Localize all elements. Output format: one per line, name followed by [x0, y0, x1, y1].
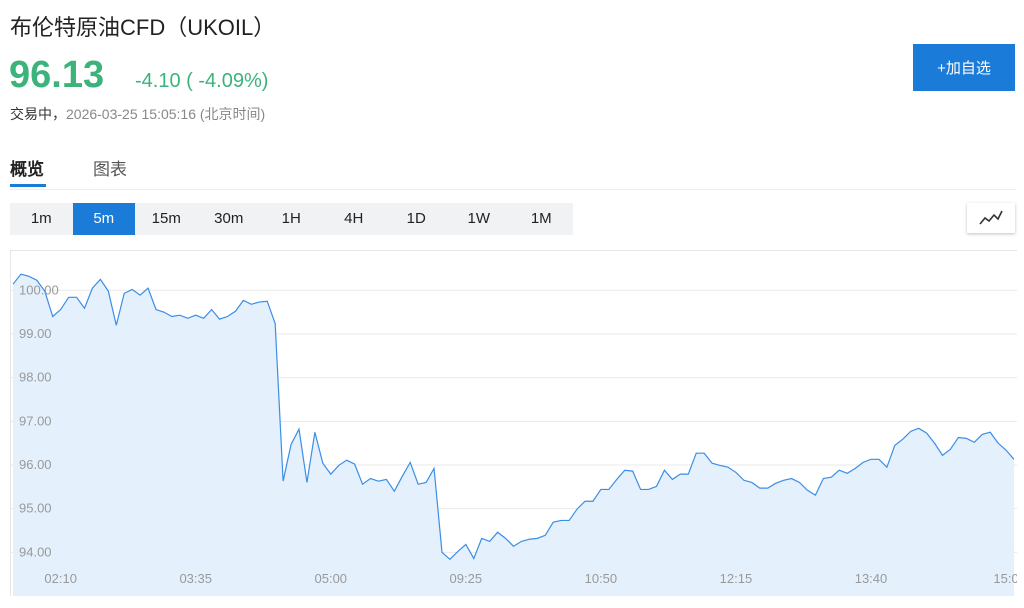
interval-button[interactable]: 5m — [72, 203, 135, 235]
x-tick-label: 13:40 — [855, 571, 888, 586]
tab[interactable]: 概览 — [10, 160, 44, 179]
chart: 94.00 95.00 96.00 97.00 98.00 99.00 100.00 02:1… — [10, 250, 1017, 596]
separator — [10, 189, 1016, 190]
interval-button[interactable]: 1M — [530, 210, 552, 227]
y-tick-label: 94.00 — [19, 544, 52, 559]
timestamp: 2026-03-25 15:05:16 (北京时间) — [66, 106, 266, 122]
price: 96.13 — [9, 54, 105, 96]
y-tick-label: 98.00 — [19, 370, 52, 385]
interval-button[interactable]: 1D — [406, 210, 426, 227]
tab-underline — [10, 184, 46, 187]
x-tick-label: 02:10 — [44, 571, 77, 586]
x-tick-label: 15:0 — [993, 571, 1017, 586]
interval-button[interactable]: 4H — [344, 210, 364, 227]
x-tick-label: 10:50 — [585, 571, 618, 586]
interval-button[interactable]: 30m — [214, 210, 244, 227]
area-fill — [13, 274, 1014, 596]
price-line — [12, 273, 1015, 561]
interval-bar: 1m 5m 15m 30m 1H 4H 1D 1W 1M — [10, 203, 573, 235]
x-tick-label: 03:35 — [179, 571, 212, 586]
x-tick-label: 09:25 — [450, 571, 483, 586]
trading-status: 交易中， — [10, 106, 66, 122]
interval-button[interactable]: 1H — [281, 210, 301, 227]
interval-button[interactable]: 1W — [467, 210, 491, 227]
add-watchlist-button[interactable]: +加自选 — [913, 44, 1015, 91]
title: 布伦特原油CFD（UKOIL） — [10, 15, 276, 40]
y-tick-label: 97.00 — [19, 413, 52, 428]
price-change: -4.10 ( -4.09%) — [135, 70, 269, 92]
y-tick-label: 95.00 — [19, 501, 52, 516]
x-tick-label: 12:15 — [720, 571, 753, 586]
status-row: 交易中，2026-03-25 15:05:16 (北京时间) — [10, 104, 265, 124]
chart-type-button[interactable] — [967, 203, 1015, 233]
x-tick-label: 05:00 — [315, 571, 348, 586]
y-tick-label: 99.00 — [19, 326, 52, 341]
y-tick-label: 100.00 — [19, 282, 59, 297]
tab[interactable]: 图表 — [93, 160, 127, 179]
chart-type-icon — [979, 210, 1003, 225]
interval-button[interactable]: 1m — [30, 210, 52, 227]
interval-button[interactable]: 15m — [151, 210, 181, 227]
y-tick-label: 96.00 — [19, 457, 52, 472]
